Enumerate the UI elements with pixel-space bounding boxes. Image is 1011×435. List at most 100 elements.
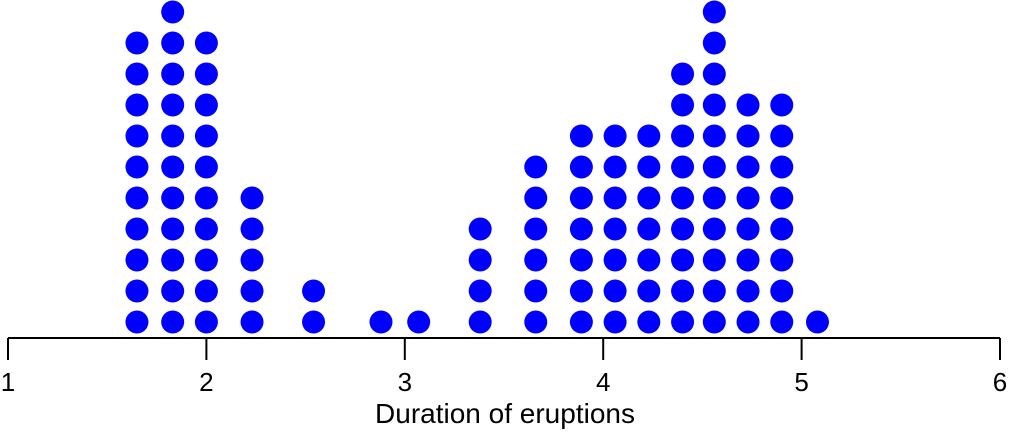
data-dot: [161, 124, 185, 148]
data-dot: [468, 279, 492, 303]
data-dot: [194, 217, 218, 241]
data-dot: [770, 279, 794, 303]
data-dot: [194, 248, 218, 272]
data-dot: [194, 310, 218, 334]
data-dot: [369, 310, 393, 334]
data-dot: [240, 310, 264, 334]
x-tick-label: 1: [1, 367, 15, 397]
data-dot: [125, 217, 149, 241]
data-dot: [736, 93, 760, 117]
data-dot: [671, 186, 695, 210]
data-dot: [569, 279, 593, 303]
data-dot: [194, 62, 218, 86]
data-dot: [671, 155, 695, 179]
data-dot: [637, 155, 661, 179]
data-dot: [671, 279, 695, 303]
data-dot: [524, 248, 548, 272]
data-dot: [671, 310, 695, 334]
data-dot: [161, 310, 185, 334]
data-dot: [770, 186, 794, 210]
data-dot: [736, 248, 760, 272]
data-dot: [637, 310, 661, 334]
data-dot: [125, 248, 149, 272]
data-dot: [524, 155, 548, 179]
data-dot: [569, 310, 593, 334]
data-dot: [125, 186, 149, 210]
data-dot: [240, 248, 264, 272]
data-dot: [161, 62, 185, 86]
data-dot: [637, 186, 661, 210]
data-dot: [770, 93, 794, 117]
data-dot: [240, 217, 264, 241]
data-dot: [125, 31, 149, 55]
data-dot: [603, 155, 627, 179]
data-dot: [603, 217, 627, 241]
data-dot: [736, 279, 760, 303]
data-dot: [161, 217, 185, 241]
data-dot: [736, 310, 760, 334]
data-dot: [524, 310, 548, 334]
x-axis-ticks: 1 2 3 4 5 6: [1, 338, 1007, 397]
data-dot: [736, 217, 760, 241]
data-dot: [702, 248, 726, 272]
data-dot: [603, 248, 627, 272]
data-dot: [194, 93, 218, 117]
data-dot: [569, 155, 593, 179]
x-tick-label: 3: [398, 367, 412, 397]
data-dot: [569, 124, 593, 148]
data-dot: [240, 279, 264, 303]
x-tick-label: 2: [199, 367, 213, 397]
data-dot: [603, 124, 627, 148]
data-dot: [524, 217, 548, 241]
data-dot: [468, 217, 492, 241]
data-dot: [302, 279, 326, 303]
data-dot: [125, 310, 149, 334]
data-dot: [125, 279, 149, 303]
x-tick-label: 6: [993, 367, 1007, 397]
data-dot: [603, 310, 627, 334]
data-dot: [161, 0, 185, 24]
data-dot: [702, 124, 726, 148]
data-dot: [671, 62, 695, 86]
data-dot: [569, 217, 593, 241]
data-dot: [770, 124, 794, 148]
data-dot: [637, 124, 661, 148]
data-dot: [637, 279, 661, 303]
data-dot: [240, 186, 264, 210]
data-dot: [194, 124, 218, 148]
data-dot: [702, 155, 726, 179]
data-dot: [770, 217, 794, 241]
data-dot: [569, 186, 593, 210]
data-dot: [161, 186, 185, 210]
data-dot: [194, 279, 218, 303]
data-dot: [302, 310, 326, 334]
data-dot: [194, 186, 218, 210]
data-dot: [702, 310, 726, 334]
data-dot: [702, 62, 726, 86]
data-dot: [736, 186, 760, 210]
data-dot: [671, 248, 695, 272]
data-dot: [161, 279, 185, 303]
data-dot: [671, 124, 695, 148]
data-dot: [603, 186, 627, 210]
data-dot: [161, 248, 185, 272]
data-dot: [194, 155, 218, 179]
data-dot: [805, 310, 829, 334]
data-dot: [125, 62, 149, 86]
data-dot: [702, 186, 726, 210]
x-tick-label: 4: [596, 367, 610, 397]
data-dot: [770, 310, 794, 334]
data-dot: [603, 279, 627, 303]
data-dot: [407, 310, 431, 334]
data-dot: [671, 93, 695, 117]
data-dot: [702, 0, 726, 24]
data-dot: [736, 155, 760, 179]
data-dot: [702, 279, 726, 303]
data-dot: [770, 155, 794, 179]
data-dot: [637, 217, 661, 241]
data-dot: [468, 310, 492, 334]
data-dot: [736, 124, 760, 148]
x-tick-label: 5: [794, 367, 808, 397]
data-dot: [569, 248, 593, 272]
